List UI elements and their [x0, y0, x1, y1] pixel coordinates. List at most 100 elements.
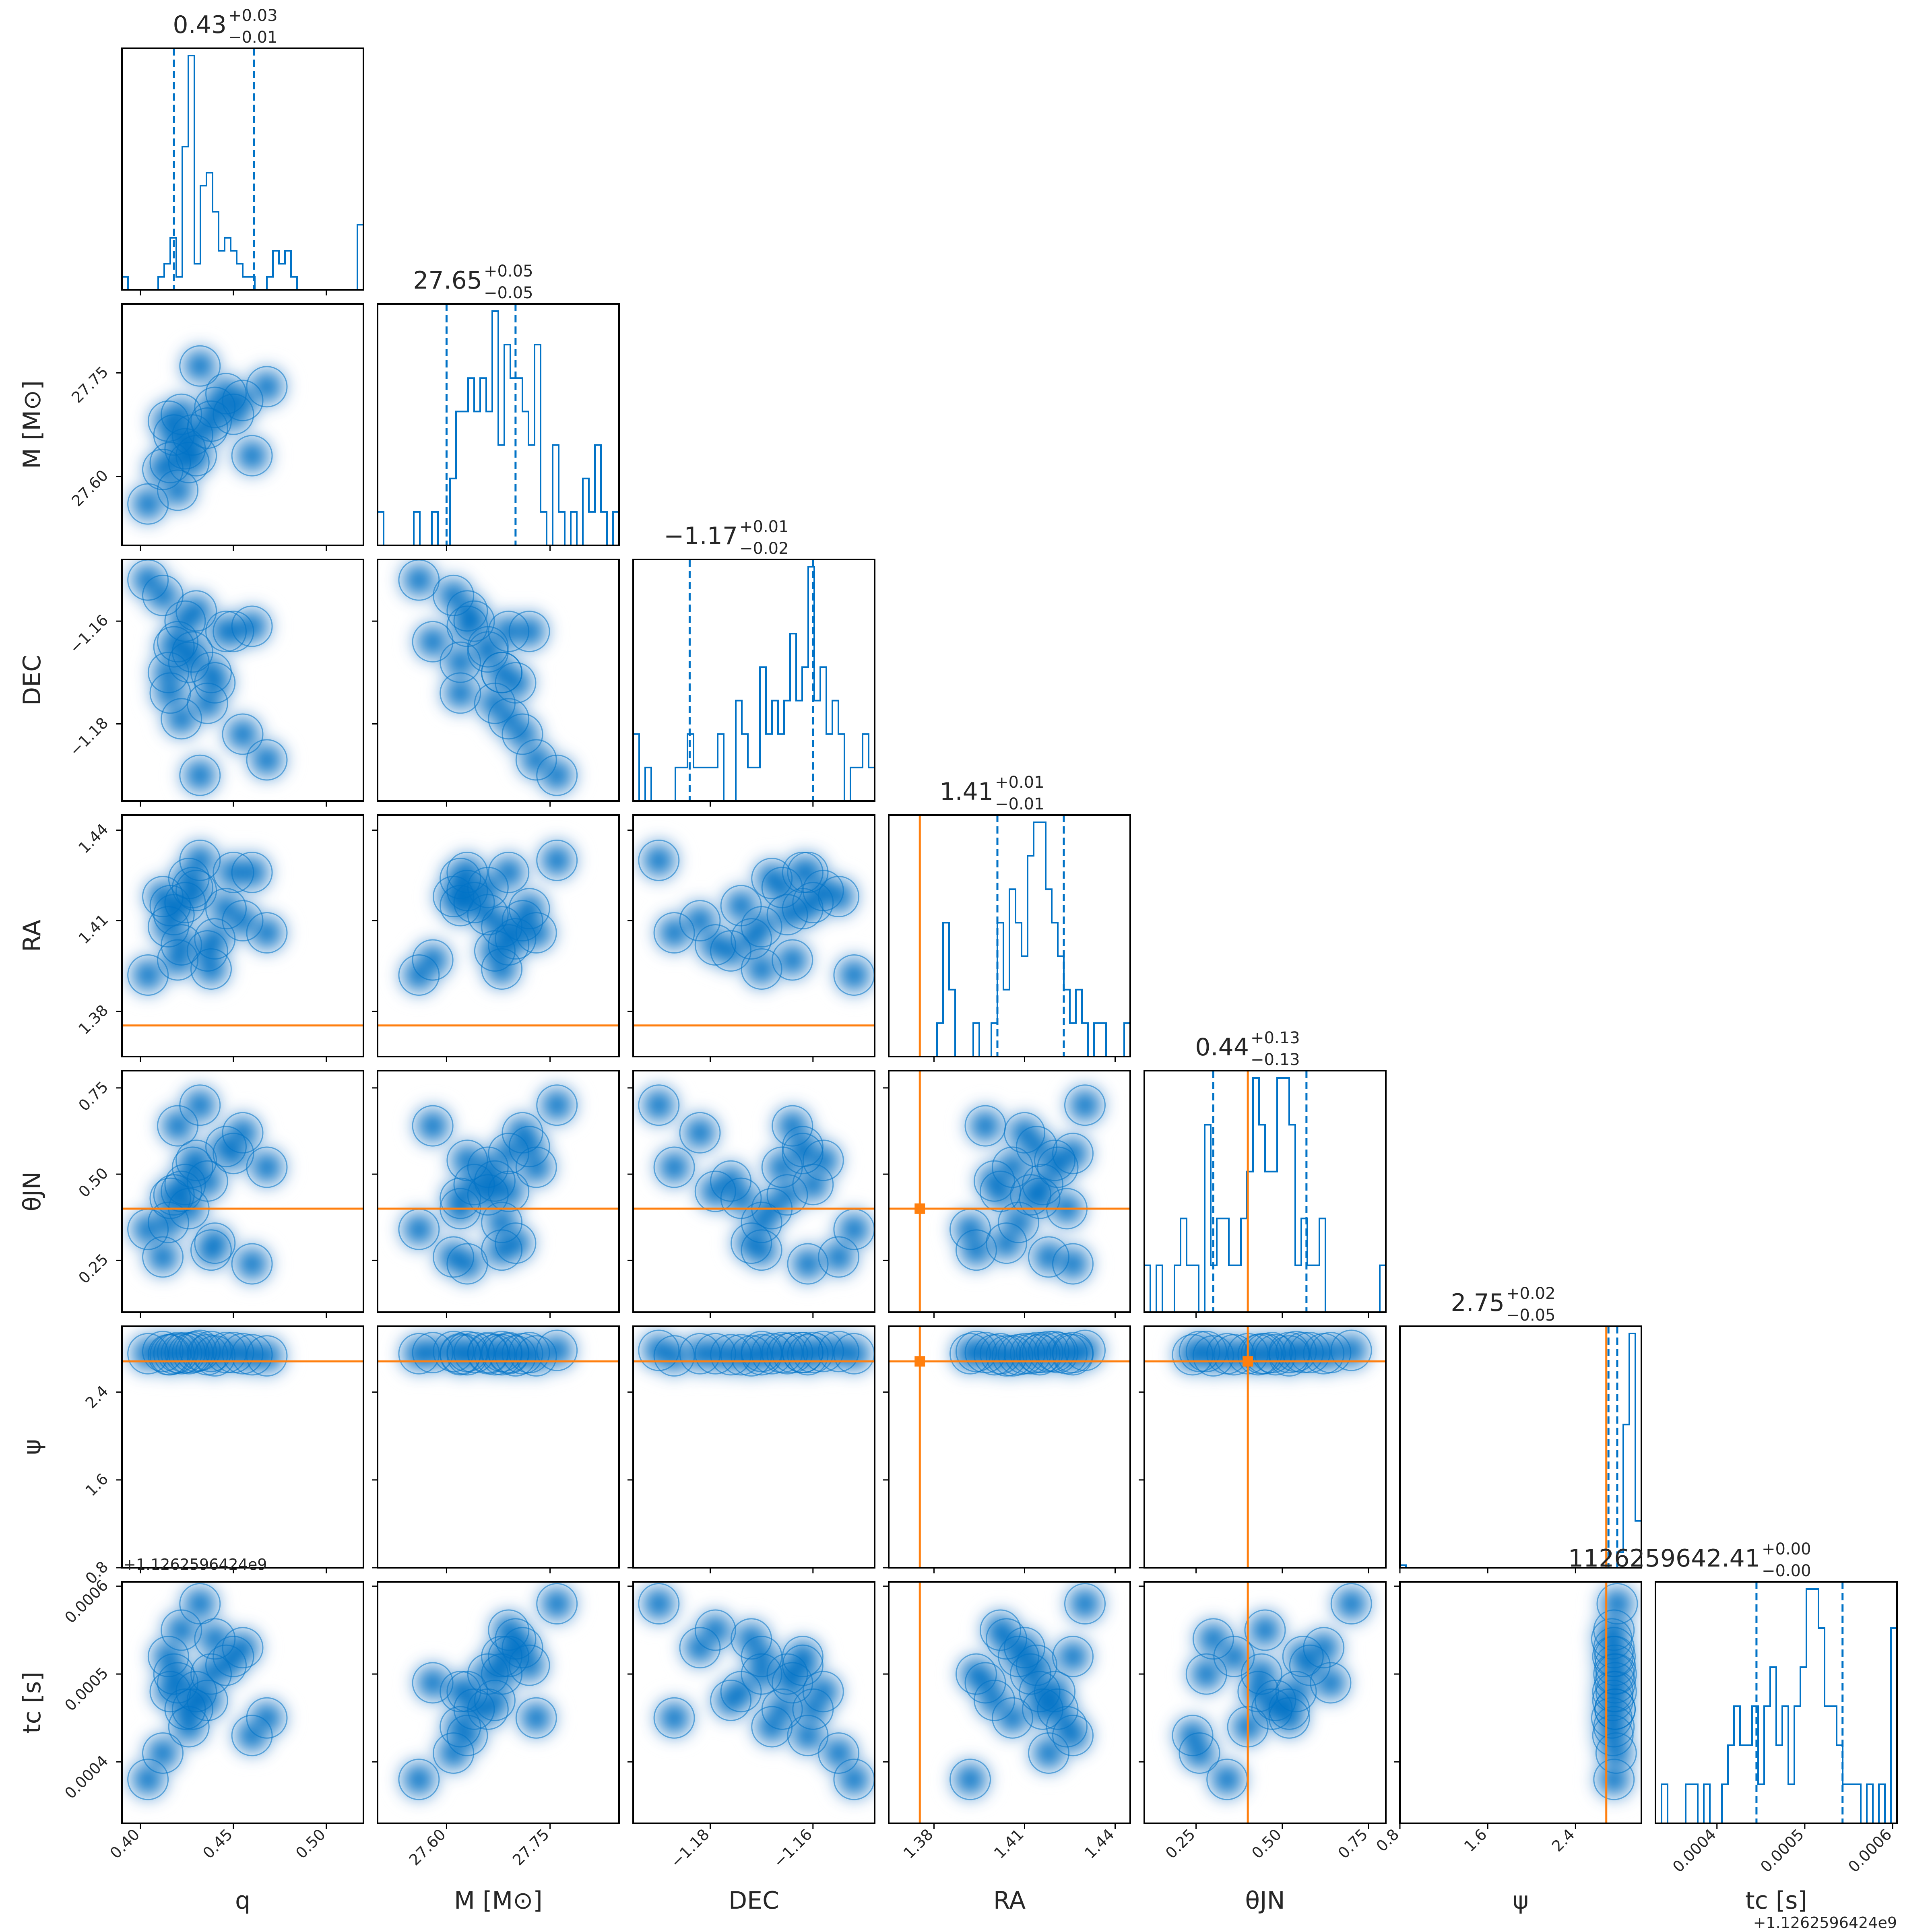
panel-title-minus-psi: −0.05 [1506, 1306, 1556, 1325]
contour-line [1037, 1332, 1079, 1373]
density-blob [782, 950, 802, 970]
contour-line [761, 1332, 803, 1373]
contour-line [694, 1333, 736, 1375]
posterior-density-theta_JN-vs-q [122, 1080, 363, 1289]
density-blob [198, 941, 217, 961]
x-tick-label-theta_JN: 0.25 [1162, 1825, 1199, 1862]
density-blob [190, 766, 210, 785]
contour-line [536, 1084, 578, 1126]
density-blob [798, 1726, 817, 1745]
contour-line [168, 442, 210, 483]
contour-line [446, 1139, 488, 1181]
contour-line [694, 924, 736, 966]
panel-title-plus-RA: +0.01 [995, 773, 1044, 792]
density-blob [492, 1213, 512, 1232]
contour-line [1237, 1671, 1279, 1713]
density-blob [190, 1594, 210, 1614]
density-blob [526, 1708, 546, 1728]
contour-line [502, 900, 543, 941]
x-axis-label-q: q [235, 1887, 250, 1915]
posterior-density-theta_JN-vs-RA [889, 1071, 1130, 1312]
contour-line [638, 840, 680, 881]
contour-line [171, 1688, 213, 1730]
contour-line [488, 1170, 530, 1212]
contour-line [175, 1139, 217, 1181]
contour-line [467, 894, 509, 935]
density-blob [1608, 1594, 1627, 1614]
density-blob [1604, 1769, 1624, 1789]
density-blob [190, 356, 210, 376]
contour-line [433, 1331, 475, 1373]
panel-frame [1399, 1325, 1642, 1569]
x-tick-label-DEC: −1.16 [770, 1825, 815, 1871]
density-blob [752, 959, 772, 979]
panel-frame [377, 1581, 620, 1824]
contour-line [127, 954, 169, 996]
posterior-density-psi-vs-q [122, 1326, 363, 1381]
contour-line [205, 1126, 247, 1168]
contour-line [515, 1335, 557, 1377]
contour-panel-RA-vs-M [372, 814, 620, 1062]
contour-line [164, 1164, 206, 1205]
density-blob [1342, 1594, 1361, 1614]
density-blob [138, 570, 158, 590]
contour-panel-theta_JN-vs-M [372, 1070, 620, 1318]
contour-line [446, 852, 488, 893]
contour-line [1303, 1627, 1345, 1669]
contour-line [246, 366, 288, 408]
panel-frame [888, 1070, 1131, 1313]
density-blob [547, 766, 567, 785]
panel-frame [888, 1581, 1131, 1824]
contour-line [818, 1236, 860, 1278]
contour-line [488, 611, 530, 652]
contour-line [153, 1653, 195, 1695]
contour-line [787, 1243, 829, 1285]
contour-line [956, 1331, 997, 1373]
density-blob [478, 642, 498, 662]
density-blob [752, 1213, 772, 1232]
density-blob [168, 480, 188, 500]
density-blob [1003, 1158, 1022, 1177]
contour-line [1052, 1332, 1094, 1373]
contour-line [440, 1671, 481, 1713]
contour-line [495, 1222, 537, 1264]
contour-line [171, 867, 213, 908]
contour-line [772, 1332, 813, 1373]
contour-line [412, 939, 454, 981]
contour-line [142, 574, 184, 616]
contour-line [792, 1332, 834, 1373]
contour-line [1064, 1583, 1106, 1624]
contour-line [1004, 1627, 1045, 1669]
contour-line [205, 611, 247, 652]
density-blob [138, 1769, 158, 1789]
density-blob [1197, 1342, 1216, 1361]
contour-line [1594, 1644, 1636, 1686]
density-blob [168, 1116, 188, 1136]
contour-line [213, 611, 254, 652]
contour-line [536, 1329, 578, 1371]
posterior-density-RA-vs-q [122, 835, 363, 1027]
contour-line [974, 1680, 1015, 1721]
contour-line [1179, 1331, 1220, 1373]
contour-line [440, 1177, 481, 1219]
contour-line [720, 1334, 762, 1376]
y-tick-label-M: 27.75 [68, 363, 111, 407]
contour-line [153, 626, 195, 668]
density-blob [665, 1158, 684, 1177]
histogram-step-DEC [633, 566, 875, 801]
density-blob [1605, 1699, 1625, 1719]
panel-frame [377, 559, 620, 802]
contour-line [964, 1332, 1006, 1373]
density-blob [450, 683, 470, 703]
contour-line [142, 1331, 184, 1373]
contour-line [1282, 1332, 1324, 1373]
density-blob [242, 1726, 262, 1745]
density-blob [844, 1769, 864, 1789]
contour-line [986, 1618, 1027, 1660]
contour-line [741, 1201, 782, 1243]
contour-line [772, 939, 813, 981]
histogram-panel-RA: 1.41 +0.01 −0.01 [888, 773, 1131, 1062]
x-tick-label-psi: 1.6 [1461, 1825, 1490, 1855]
density-blob [233, 391, 252, 410]
contour-line [186, 1334, 228, 1376]
